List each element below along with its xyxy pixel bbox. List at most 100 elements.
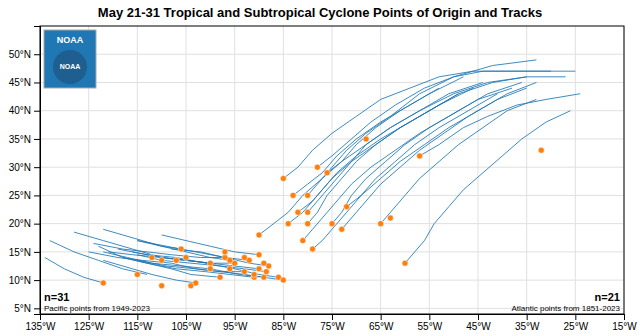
origin-point (300, 238, 306, 244)
grid (40, 26, 624, 314)
origin-point (256, 266, 262, 272)
tick-label: 25°W (564, 321, 589, 332)
tick: 30°N (9, 162, 40, 173)
track-line (293, 88, 439, 195)
tick-mark (34, 139, 40, 140)
origin-point (178, 246, 184, 252)
tick-label: 35°W (515, 321, 540, 332)
track-line (118, 249, 279, 277)
tick: 25°N (9, 190, 40, 201)
tick-label: 10°N (9, 275, 31, 286)
tick: 50°N (9, 49, 40, 60)
grid-line-y (40, 195, 624, 196)
tick-label: 50°N (9, 49, 31, 60)
track-line (98, 246, 220, 277)
tick-label: 20°N (9, 218, 31, 229)
tick-label: 55°W (418, 321, 443, 332)
y-axis: 5°N10°N15°N20°N25°N30°N35°N40°N45°N50°N (9, 27, 41, 315)
plot-frame (40, 26, 624, 314)
plot: 135°W 125°W 115°W 105°W 95°W 85°W 75°W 65°W 55°W… (9, 26, 638, 332)
axis-line (34, 27, 41, 315)
title: May 21-31 Tropical and Subtropical Cyclo… (98, 5, 542, 20)
tick: 45°W (466, 314, 491, 332)
tick: 35°N (9, 134, 40, 145)
origin-point (256, 252, 262, 258)
count-label: n=31 (44, 291, 69, 303)
origin-point (251, 271, 257, 277)
logo: NOAA NOAA (44, 30, 96, 88)
tick-label: 115°W (123, 321, 153, 332)
origin-point (280, 175, 286, 181)
tick: 95°W (223, 314, 248, 332)
tick: 25°W (564, 314, 589, 332)
tick-mark (34, 224, 40, 225)
origin-point (100, 280, 106, 286)
tick-mark (575, 314, 576, 320)
tick: 105°W (171, 314, 202, 332)
grid-line-y (40, 138, 624, 139)
tick-mark (34, 167, 40, 168)
grid-line-y (40, 54, 624, 55)
tick-label: 15°N (9, 247, 31, 258)
tick-mark (527, 314, 528, 320)
tick-mark (381, 314, 382, 320)
logo-box (44, 30, 96, 88)
track-line (74, 232, 210, 263)
track-line (308, 77, 566, 213)
origin-point (324, 170, 330, 176)
source-note: Atlantic points from 1851-2023 (511, 304, 620, 313)
tick-mark (89, 314, 90, 320)
tick-label: 125°W (74, 321, 105, 332)
marks (45, 60, 580, 289)
origin-point (188, 283, 194, 289)
origin-point (227, 266, 233, 272)
tick: 15°N (9, 247, 40, 258)
origin-point (217, 274, 223, 280)
tick-label: 5°N (14, 303, 31, 314)
grid-line-x (575, 26, 576, 314)
tick-mark (186, 314, 187, 320)
tick-mark (624, 314, 625, 320)
axis-line (41, 315, 625, 321)
origin-point (207, 260, 213, 266)
tick-label: 30°N (9, 162, 31, 173)
tick-label: 85°W (272, 321, 297, 332)
origin-point (261, 274, 267, 280)
origin-point (310, 246, 316, 252)
tick-mark (34, 280, 40, 281)
origin-point (417, 153, 423, 159)
tick-mark (235, 314, 236, 320)
tick-mark (332, 314, 333, 320)
grid-line-x (186, 26, 187, 314)
track-line (347, 94, 498, 207)
tick-mark (283, 314, 284, 320)
tick-label: 65°W (369, 321, 394, 332)
tick: 55°W (418, 314, 443, 332)
tick-label: 45°W (466, 321, 491, 332)
grid-line-y (40, 110, 624, 111)
origin-point (402, 260, 408, 266)
grid-line-x (234, 26, 235, 314)
tick-label: 35°N (9, 134, 31, 145)
tick-mark (34, 82, 40, 83)
origin-point (256, 232, 262, 238)
tick: 75°W (320, 314, 345, 332)
tick-mark (429, 314, 430, 320)
track-line (298, 88, 473, 212)
origin-point (285, 221, 291, 227)
tick: 135°W (25, 314, 56, 332)
grid-line-y (40, 280, 624, 281)
tick: 10°N (9, 275, 40, 286)
origin-point (329, 221, 335, 227)
grid-line-x (526, 26, 527, 314)
origin-point (378, 221, 384, 227)
track-line (45, 258, 103, 283)
tick-label: 95°W (223, 321, 248, 332)
logo-text: NOAA (60, 63, 81, 70)
origin-point (280, 277, 286, 283)
tick-mark (34, 54, 40, 55)
track-line (50, 241, 147, 275)
tick: 125°W (74, 314, 105, 332)
track-line (381, 99, 537, 223)
logo-text: NOAA (57, 35, 84, 45)
